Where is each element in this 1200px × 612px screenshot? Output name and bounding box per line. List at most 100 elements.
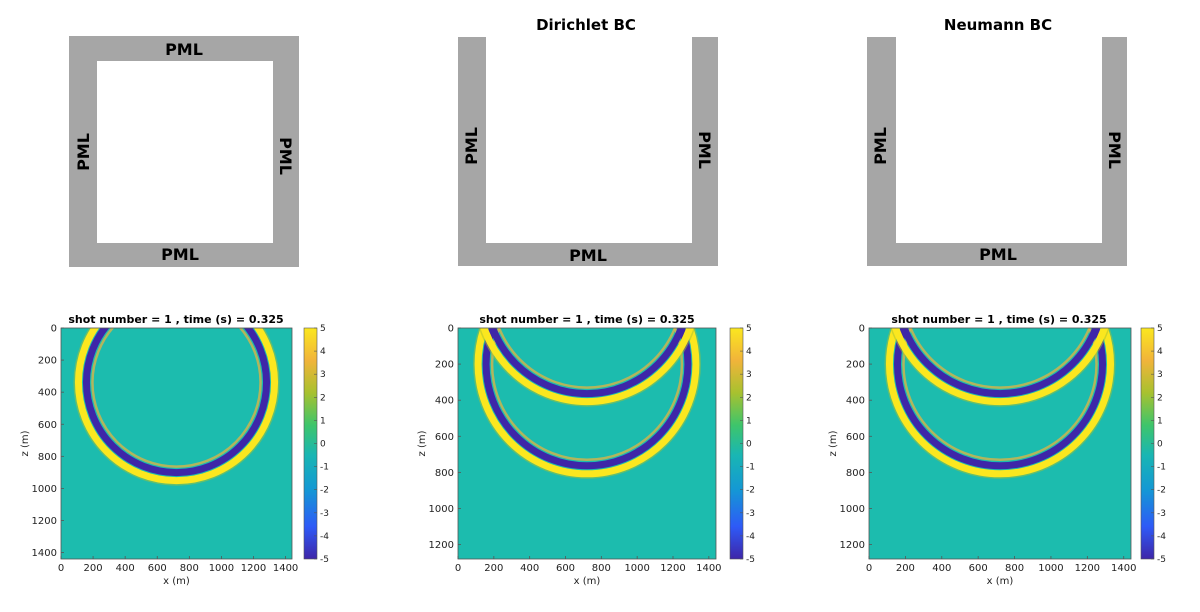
colorbar-tick-label: 5 xyxy=(746,324,752,334)
colorbar-tick-label: -5 xyxy=(1157,555,1166,565)
pml-label-left: PML xyxy=(74,133,93,171)
x-tick-label: 1400 xyxy=(696,563,721,574)
wavefront-negative xyxy=(894,328,1106,470)
panel-title-neumann: Neumann BC xyxy=(944,16,1052,34)
colorbar-tick-label: -5 xyxy=(320,555,329,565)
x-tick-label: 1000 xyxy=(624,563,649,574)
colorbar-tick-label: -5 xyxy=(746,555,755,565)
y-tick-label: 800 xyxy=(846,468,865,479)
wavefront-tail xyxy=(909,328,1091,389)
x-tick-label: 1000 xyxy=(209,563,234,574)
colorbar-tick-label: -2 xyxy=(320,486,329,496)
x-tick-label: 400 xyxy=(932,563,951,574)
colorbar-tick-label: 2 xyxy=(1157,393,1163,403)
y-axis-label: z (m) xyxy=(20,430,31,456)
y-tick-label: 800 xyxy=(435,468,454,479)
wavefronts xyxy=(884,328,1116,479)
axes-frame xyxy=(60,327,293,560)
y-tick-label: 1200 xyxy=(32,516,57,527)
colorbar-tick-label: -2 xyxy=(1157,486,1166,496)
y-tick-label: 200 xyxy=(846,360,865,371)
plot-title: shot number = 1 , time (s) = 0.325 xyxy=(68,313,283,326)
y-tick-label: 0 xyxy=(859,324,865,335)
x-tick-label: 1200 xyxy=(660,563,685,574)
colorbar-tick-label: 0 xyxy=(320,440,326,450)
x-tick-label: 600 xyxy=(556,563,575,574)
colorbar-tick-label: 1 xyxy=(320,416,326,426)
pml-label-top: PML xyxy=(165,40,203,59)
y-tick-label: 800 xyxy=(38,452,57,463)
y-tick-label: 1200 xyxy=(840,540,865,551)
x-tick-label: 400 xyxy=(116,563,135,574)
x-tick-label: 0 xyxy=(58,563,64,574)
wavefront-tail xyxy=(497,328,677,389)
x-axis-label: x (m) xyxy=(163,576,190,587)
pml-label-bottom: PML xyxy=(569,246,607,265)
y-tick-label: 200 xyxy=(38,356,57,367)
x-tick-label: 200 xyxy=(896,563,915,574)
colorbar-tick-label: -4 xyxy=(320,532,329,542)
colorbar-tick-label: 0 xyxy=(746,440,752,450)
wavefront-tail xyxy=(902,328,1098,461)
x-tick-label: 200 xyxy=(484,563,503,574)
y-tick-label: 600 xyxy=(846,432,865,443)
colorbar-tick-label: 4 xyxy=(320,347,326,357)
colorbar-tick-label: -1 xyxy=(320,463,329,473)
colorbar-tick-label: 1 xyxy=(746,416,752,426)
x-tick-label: 600 xyxy=(969,563,988,574)
y-tick-label: 600 xyxy=(435,432,454,443)
colorbar: 5 4 3 2 1 0 -1 -2 -3 -4 -5 xyxy=(729,324,755,565)
x-tick-label: 400 xyxy=(520,563,539,574)
colorbar-tick-label: 4 xyxy=(1157,347,1163,357)
y-tick-label: 0 xyxy=(448,324,454,335)
colorbar-tick-label: -4 xyxy=(746,532,755,542)
colorbar-tick-label: -3 xyxy=(746,509,755,519)
colorbar: 5 4 3 2 1 0 -1 -2 -3 -4 -5 xyxy=(1140,324,1166,565)
wavefronts xyxy=(473,328,701,479)
x-tick-label: 200 xyxy=(84,563,103,574)
y-tick-label: 400 xyxy=(435,396,454,407)
y-axis-label: z (m) xyxy=(828,430,839,456)
pml-label-right: PML xyxy=(1105,131,1124,169)
y-tick-label: 1400 xyxy=(32,548,57,559)
wavefront-positive xyxy=(474,328,700,478)
y-tick-label: 1000 xyxy=(429,504,454,515)
wavefront-negative xyxy=(482,328,692,470)
wavefront-tail xyxy=(490,328,684,461)
colorbar-tick-label: -1 xyxy=(746,463,755,473)
pml-label-left: PML xyxy=(871,127,890,165)
wavefield-background xyxy=(458,328,716,559)
y-tick-label: 200 xyxy=(435,360,454,371)
x-tick-label: 1400 xyxy=(1111,563,1136,574)
colorbar-tick-label: 1 xyxy=(1157,416,1163,426)
pml-diagram-neumann: Neumann BC PML PML PML xyxy=(867,16,1127,266)
colorbar-tick-label: 2 xyxy=(746,393,752,403)
y-tick-label: 0 xyxy=(51,324,57,335)
colorbar-tick-label: -4 xyxy=(1157,532,1166,542)
computational-domain xyxy=(896,37,1102,243)
x-tick-label: 0 xyxy=(455,563,461,574)
pml-diagram-dirichlet: Dirichlet BC PML PML PML xyxy=(458,16,718,266)
x-axis-label: x (m) xyxy=(574,576,601,587)
y-tick-label: 1000 xyxy=(32,484,57,495)
wavefront-negative xyxy=(82,328,271,477)
wavefront-ring-2 xyxy=(890,328,1110,407)
colorbar-tick-label: 3 xyxy=(1157,370,1163,380)
panel-title-dirichlet: Dirichlet BC xyxy=(536,16,636,34)
computational-domain xyxy=(486,37,692,243)
x-tick-label: 800 xyxy=(592,563,611,574)
pml-diagram-full: PML PML PML PML xyxy=(69,36,299,267)
x-tick-label: 1200 xyxy=(1075,563,1100,574)
x-tick-label: 800 xyxy=(1005,563,1024,574)
plot-title: shot number = 1 , time (s) = 0.325 xyxy=(479,313,694,326)
wavefront-negative xyxy=(488,328,686,398)
x-tick-label: 0 xyxy=(866,563,872,574)
wavefront-tail xyxy=(91,328,262,468)
x-tick-label: 800 xyxy=(180,563,199,574)
wavefront-positive xyxy=(480,328,694,406)
